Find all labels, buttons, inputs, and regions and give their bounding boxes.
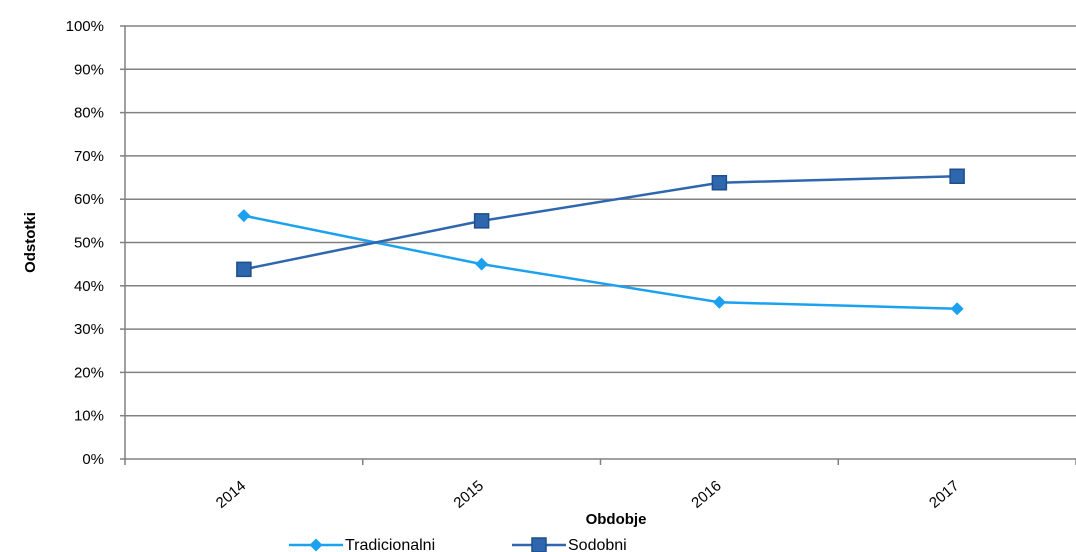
data-point-diamond (712, 295, 726, 309)
x-axis-title: Obdobje (586, 511, 647, 528)
y-tick-label: 80% (74, 105, 104, 122)
y-tick-label: 20% (74, 364, 104, 381)
y-tick-label: 50% (74, 235, 104, 252)
data-point-diamond (237, 209, 251, 223)
x-tick-label: 2016 (688, 477, 724, 511)
series-line (243, 214, 958, 310)
series-line (243, 175, 958, 271)
y-axis-title: Odstotki (22, 212, 39, 273)
y-tick-label: 30% (74, 321, 104, 338)
data-point-square (711, 174, 728, 191)
x-axis: 2014 2015 2016 2017 (120, 25, 1076, 512)
x-tick-label: 2015 (450, 477, 486, 511)
y-tick-label: 70% (74, 148, 104, 165)
y-tick-label: 100% (66, 18, 104, 35)
data-point-square (236, 261, 252, 278)
data-point-square (949, 168, 965, 185)
data-point-diamond (475, 257, 489, 271)
legend: Tradicionalni Sodobni (289, 537, 627, 552)
x-tick-label: 2014 (213, 477, 249, 511)
y-tick-label: 60% (74, 191, 104, 208)
y-tick-label: 10% (74, 408, 104, 425)
legend-marker-square (531, 537, 547, 552)
x-tick-label: 2017 (926, 477, 962, 511)
legend-label: Tradicionalni (345, 537, 435, 552)
data-point-diamond (950, 302, 964, 316)
y-axis-tick-labels: 0% 10% 20% 30% 40% 50% 60% 70% 80% 90% 100% (66, 18, 104, 468)
legend-marker-diamond (309, 538, 323, 552)
y-tick-label: 90% (74, 61, 104, 78)
y-tick-label: 40% (74, 278, 104, 295)
legend-label: Sodobni (568, 537, 627, 552)
data-point-square (473, 213, 490, 229)
gridlines (125, 25, 1076, 417)
series-lines (236, 168, 965, 316)
y-tick-label: 0% (82, 451, 104, 468)
